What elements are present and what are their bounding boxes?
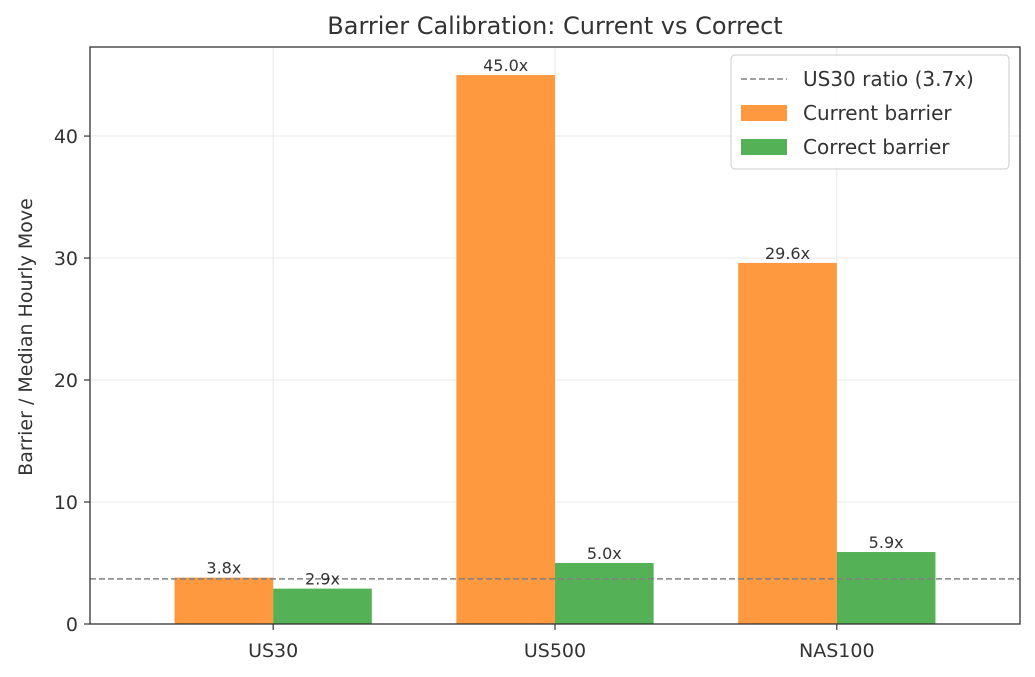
bar-value-label: 5.0x [587, 544, 622, 563]
bar-value-label: 45.0x [483, 56, 528, 75]
bar-value-label: 2.9x [305, 570, 340, 589]
bar [273, 588, 372, 624]
legend-label: Current barrier [803, 101, 952, 125]
bar [836, 552, 936, 624]
y-tick-label: 10 [54, 492, 78, 514]
legend: US30 ratio (3.7x) Current barrier Correct … [730, 54, 1010, 170]
x-tick-label: US500 [524, 640, 586, 662]
bar-value-label: 3.8x [206, 559, 241, 578]
x-tick-label: NAS100 [799, 640, 875, 662]
bar [738, 262, 837, 624]
legend-label: Correct barrier [803, 135, 950, 159]
bar-labels: 3.8x 45.0x 29.6x 2.9x 5.0x 5.9x [206, 56, 903, 589]
legend-box [730, 54, 1010, 170]
legend-swatch [741, 105, 787, 121]
legend-swatch [741, 139, 787, 155]
bar [555, 563, 654, 624]
x-tick-label: US30 [248, 640, 298, 662]
y-axis-label: Barrier / Median Hourly Move [15, 198, 37, 476]
y-tick-label: 40 [54, 126, 78, 148]
legend-label: US30 ratio (3.7x) [803, 67, 974, 91]
bar [456, 75, 555, 625]
y-tick-label: 20 [54, 370, 78, 392]
bars [174, 75, 936, 625]
axes: 0 10 20 30 40 US30 US500 NAS100 [54, 46, 1021, 662]
bar-value-label: 5.9x [869, 533, 904, 552]
bar [174, 577, 274, 624]
bar-value-label: 29.6x [765, 244, 810, 263]
chart-title: Barrier Calibration: Current vs Correct [327, 12, 782, 40]
y-tick-label: 0 [66, 614, 78, 636]
y-tick-label: 30 [54, 248, 78, 270]
